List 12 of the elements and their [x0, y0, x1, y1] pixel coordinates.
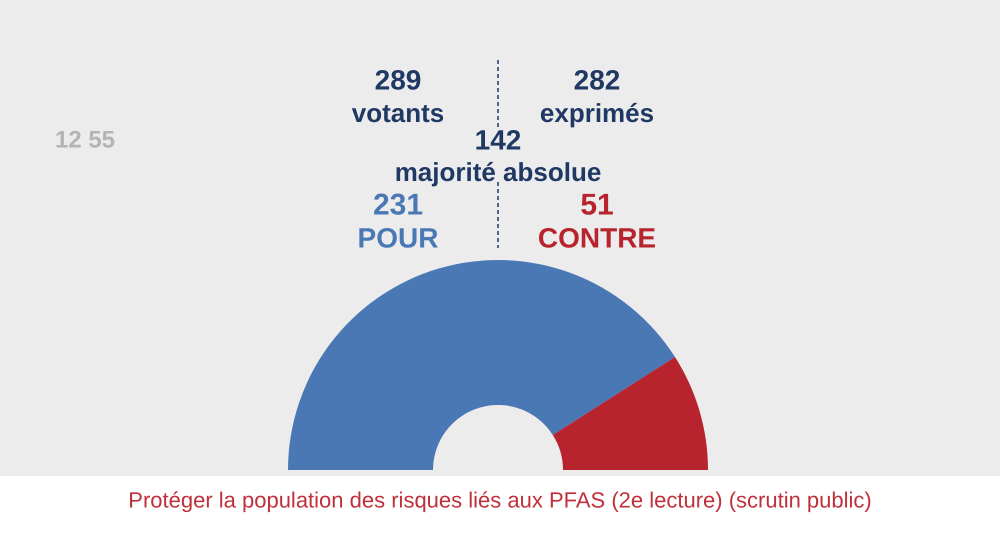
- text: votants: [352, 98, 444, 128]
- data-label: 231: [372, 188, 424, 222]
- category-label: CONTRE: [538, 222, 656, 254]
- category-label: POUR: [358, 222, 438, 254]
- text: 282: [574, 64, 620, 96]
- text: 142: [474, 124, 522, 156]
- text: majorité absolue: [394, 157, 602, 187]
- text: Protéger la population des risques liés aux PFAS (2e lecture) (scrutin public): [128, 488, 872, 512]
- text: 289: [374, 64, 422, 96]
- text: 12 55: [54, 126, 116, 154]
- data-label: 51: [580, 188, 614, 222]
- text: exprimés: [540, 98, 654, 128]
